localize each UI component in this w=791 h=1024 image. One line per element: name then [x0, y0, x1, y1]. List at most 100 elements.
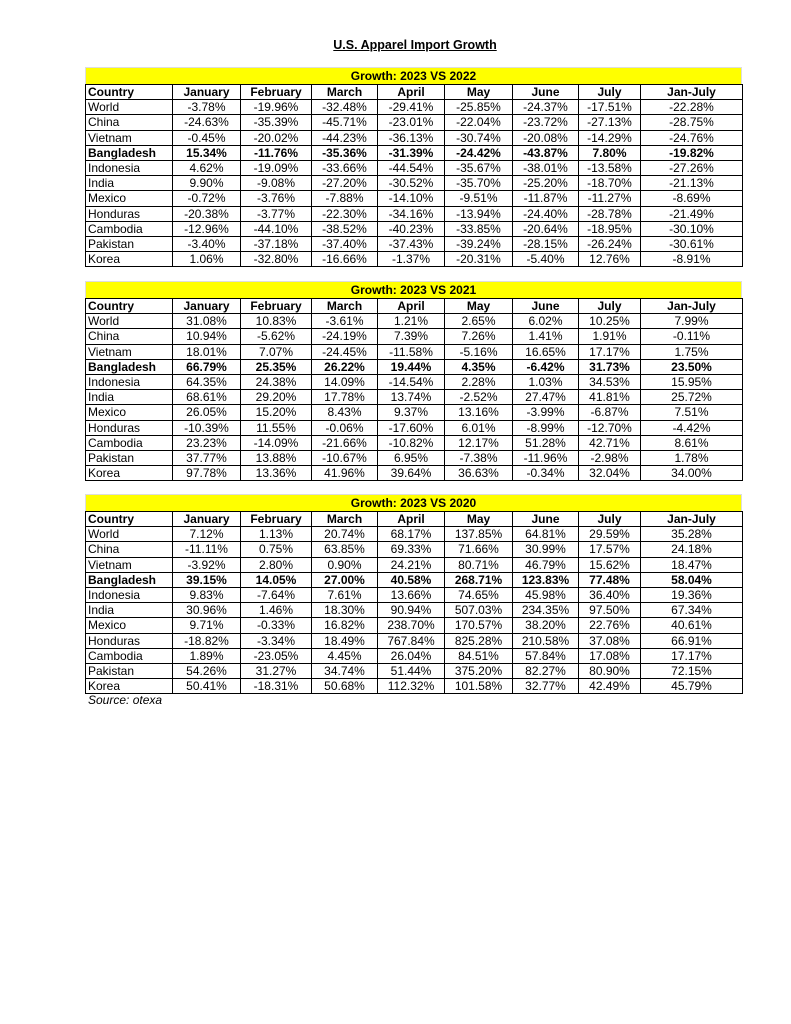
value-cell: -21.66% [311, 434, 378, 451]
value-cell: -11.96% [512, 449, 579, 467]
table-row: Indonesia 4.62% -19.09% -33.66% -44.54% -35.6… [85, 159, 743, 177]
value-cell: -29.41% [377, 99, 445, 116]
value-cell: 31.08% [172, 313, 241, 330]
table-row: Vietnam 18.01% 7.07% -24.45% -11.58% -5.16% 16… [85, 343, 743, 360]
value-cell: 8.61% [640, 434, 743, 451]
value-cell: -19.96% [240, 99, 312, 116]
value-cell: 45.98% [512, 586, 579, 604]
country-cell: Indonesia [85, 159, 173, 177]
value-cell: 10.25% [578, 313, 641, 330]
value-cell: -23.01% [377, 114, 445, 131]
value-cell: 4.45% [311, 647, 378, 664]
value-cell: 80.71% [444, 556, 513, 573]
value-cell: 825.28% [444, 632, 513, 649]
value-cell: 46.79% [512, 556, 579, 573]
value-cell: 19.36% [640, 586, 743, 604]
country-cell: Vietnam [85, 556, 173, 573]
table-row: Honduras -10.39% 11.55% -0.06% -17.60% 6.01% -… [85, 419, 743, 436]
value-cell: 57.84% [512, 647, 579, 664]
value-cell: -14.09% [240, 434, 312, 451]
value-cell: -28.78% [578, 205, 641, 222]
value-cell: -28.15% [512, 235, 579, 253]
value-cell: 15.34% [172, 144, 241, 161]
value-cell: 34.74% [311, 662, 378, 680]
value-cell: 14.05% [240, 571, 312, 588]
value-cell: -38.52% [311, 220, 378, 237]
table-row: Korea 1.06% -32.80% -16.66% -1.37% -20.31% -5.… [85, 251, 743, 268]
value-cell: -14.54% [377, 373, 445, 391]
table-row: World 7.12% 1.13% 20.74% 68.17% 137.85% 64.81%… [85, 526, 743, 543]
value-cell: 24.18% [640, 541, 743, 558]
table-row: World -3.78% -19.96% -32.48% -29.41% -25.85% -… [85, 99, 743, 116]
value-cell: -37.18% [240, 235, 312, 253]
country-cell: Bangladesh [85, 571, 173, 588]
value-cell: 1.91% [578, 328, 641, 345]
value-cell: 15.62% [578, 556, 641, 573]
value-cell: -1.37% [377, 251, 445, 268]
table-row: Cambodia 1.89% -23.05% 4.45% 26.04% 84.51% 57.… [85, 647, 743, 664]
country-cell: Mexico [85, 190, 173, 207]
country-cell: Vietnam [85, 343, 173, 360]
value-cell: 1.75% [640, 343, 743, 360]
value-cell: 101.58% [444, 678, 513, 695]
value-cell: 32.77% [512, 678, 579, 695]
value-cell: 15.20% [240, 404, 312, 421]
country-cell: Honduras [85, 632, 173, 649]
value-cell: -9.08% [240, 175, 312, 192]
value-cell: 7.99% [640, 313, 743, 330]
value-cell: 84.51% [444, 647, 513, 664]
value-cell: -44.23% [311, 129, 378, 146]
value-cell: -11.87% [512, 190, 579, 207]
column-header: Country [85, 510, 173, 528]
table-row: India 68.61% 29.20% 17.78% 13.74% -2.52% 27.47… [85, 389, 743, 406]
column-header: Jan-July [640, 83, 743, 101]
value-cell: 51.28% [512, 434, 579, 451]
value-cell: -27.20% [311, 175, 378, 192]
value-cell: 42.71% [578, 434, 641, 451]
value-cell: 25.72% [640, 389, 743, 406]
country-cell: India [85, 602, 173, 619]
value-cell: -7.38% [444, 449, 513, 467]
value-cell: -6.87% [578, 404, 641, 421]
data-table: Country January February March April May June J… [85, 297, 743, 482]
value-cell: 29.20% [240, 389, 312, 406]
value-cell: -37.43% [377, 235, 445, 253]
country-cell: Bangladesh [85, 144, 173, 161]
value-cell: -10.39% [172, 419, 241, 436]
table-row: Pakistan -3.40% -37.18% -37.40% -37.43% -39.2… [85, 235, 743, 253]
value-cell: 77.48% [578, 571, 641, 588]
value-cell: 7.39% [377, 328, 445, 345]
value-cell: -3.77% [240, 205, 312, 222]
value-cell: 11.55% [240, 419, 312, 436]
value-cell: 29.59% [578, 526, 641, 543]
value-cell: -43.87% [512, 144, 579, 161]
value-cell: 2.65% [444, 313, 513, 330]
value-cell: 27.47% [512, 389, 579, 406]
value-cell: -5.62% [240, 328, 312, 345]
value-cell: 7.80% [578, 144, 641, 161]
value-cell: 97.78% [172, 465, 241, 482]
table-row: Honduras -20.38% -3.77% -22.30% -34.16% -13.9… [85, 205, 743, 222]
value-cell: 268.71% [444, 571, 513, 588]
value-cell: 34.53% [578, 373, 641, 391]
value-cell: -3.40% [172, 235, 241, 253]
value-cell: 1.46% [240, 602, 312, 619]
column-header: February [240, 297, 312, 315]
value-cell: 58.04% [640, 571, 743, 588]
value-cell: -18.70% [578, 175, 641, 192]
table-row: Cambodia 23.23% -14.09% -21.66% -10.82% 12.17… [85, 434, 743, 451]
value-cell: -2.98% [578, 449, 641, 467]
value-cell: -7.88% [311, 190, 378, 207]
table-row: Bangladesh 15.34% -11.76% -35.36% -31.39% -24… [85, 144, 743, 161]
value-cell: -35.70% [444, 175, 513, 192]
table-row: China -24.63% -35.39% -45.71% -23.01% -22.04%… [85, 114, 743, 131]
header-row: Country January February March April May June J… [85, 297, 743, 315]
country-cell: India [85, 175, 173, 192]
value-cell: -32.80% [240, 251, 312, 268]
value-cell: -0.45% [172, 129, 241, 146]
growth-table-2022: Growth: 2023 VS 2022 Country January Februa… [85, 67, 743, 268]
table-row: World 31.08% 10.83% -3.61% 1.21% 2.65% 6.02% 10… [85, 313, 743, 330]
value-cell: 6.95% [377, 449, 445, 467]
value-cell: -24.76% [640, 129, 743, 146]
